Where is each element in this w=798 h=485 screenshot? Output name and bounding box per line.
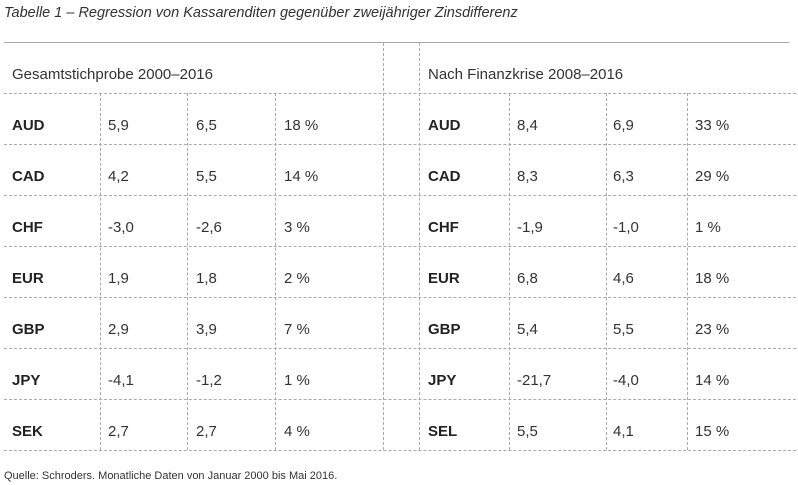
table-cell: 2 % [284, 270, 310, 287]
table-cell: -4,1 [108, 372, 134, 389]
currency-label: EUR [12, 270, 44, 287]
table-cell: -1,2 [196, 372, 222, 389]
currency-label: CAD [428, 168, 461, 185]
table-cell: 14 % [284, 168, 319, 185]
table-cell: 5,9 [108, 117, 129, 134]
currency-label: JPY [428, 372, 457, 389]
column-divider [606, 93, 607, 450]
currency-label: JPY [12, 372, 41, 389]
table-cell: 1,9 [108, 270, 129, 287]
currency-label: SEL [428, 423, 458, 440]
table-cell: -21,7 [517, 372, 552, 389]
currency-label: AUD [12, 117, 45, 134]
table-cell: 8,3 [517, 168, 538, 185]
left-section-header: Gesamtstichprobe 2000–2016 [12, 66, 213, 83]
table-cell: 3,9 [196, 321, 217, 338]
table-cell: 6,5 [196, 117, 217, 134]
table-cell: 33 % [695, 117, 730, 134]
currency-label: CHF [12, 219, 43, 236]
currency-label: CHF [428, 219, 459, 236]
table-cell: 29 % [695, 168, 730, 185]
row-divider [4, 399, 796, 400]
table-cell: 1 % [284, 372, 310, 389]
currency-label: SEK [12, 423, 43, 440]
table-cell: 3 % [284, 219, 310, 236]
table-cell: 7 % [284, 321, 310, 338]
column-divider [687, 93, 688, 450]
table-cell: 14 % [695, 372, 730, 389]
table-cell: 5,4 [517, 321, 538, 338]
table-cell: 4,2 [108, 168, 129, 185]
table-title: Tabelle 1 – Regression von Kassarenditen… [4, 5, 518, 21]
table-cell: 1 % [695, 219, 721, 236]
column-divider [187, 93, 188, 450]
table-cell: 2,7 [196, 423, 217, 440]
table-cell: -3,0 [108, 219, 134, 236]
table-cell: 5,5 [196, 168, 217, 185]
row-divider [4, 297, 796, 298]
table-cell: 2,7 [108, 423, 129, 440]
column-divider [275, 93, 276, 450]
top-rule [4, 42, 789, 43]
table-cell: 8,4 [517, 117, 538, 134]
table-cell: 4,6 [613, 270, 634, 287]
table-cell: 6,9 [613, 117, 634, 134]
table-cell: 6,8 [517, 270, 538, 287]
right-section-header: Nach Finanzkrise 2008–2016 [428, 66, 624, 83]
table-cell: -1,0 [613, 219, 639, 236]
currency-label: EUR [428, 270, 460, 287]
currency-label: CAD [12, 168, 45, 185]
table-cell: 18 % [284, 117, 319, 134]
table-cell: 2,9 [108, 321, 129, 338]
table-cell: 18 % [695, 270, 730, 287]
currency-label: GBP [428, 321, 461, 338]
column-divider [509, 93, 510, 450]
row-divider [4, 195, 796, 196]
table-cell: 23 % [695, 321, 730, 338]
row-divider [4, 246, 796, 247]
currency-label: GBP [12, 321, 45, 338]
row-divider [4, 348, 796, 349]
source-note: Quelle: Schroders. Monatliche Daten von … [4, 470, 338, 482]
row-divider [4, 144, 796, 145]
table-cell: 1,8 [196, 270, 217, 287]
table-cell: 15 % [695, 423, 730, 440]
table-cell: -4,0 [613, 372, 639, 389]
row-divider [4, 450, 796, 451]
column-divider [100, 93, 101, 450]
table-cell: -1,9 [517, 219, 543, 236]
table-cell: 4,1 [613, 423, 634, 440]
table-cell: 6,3 [613, 168, 634, 185]
currency-label: AUD [428, 117, 461, 134]
table-cell: 4 % [284, 423, 310, 440]
table-cell: -2,6 [196, 219, 222, 236]
row-divider [4, 93, 796, 94]
table-cell: 5,5 [517, 423, 538, 440]
table-cell: 5,5 [613, 321, 634, 338]
